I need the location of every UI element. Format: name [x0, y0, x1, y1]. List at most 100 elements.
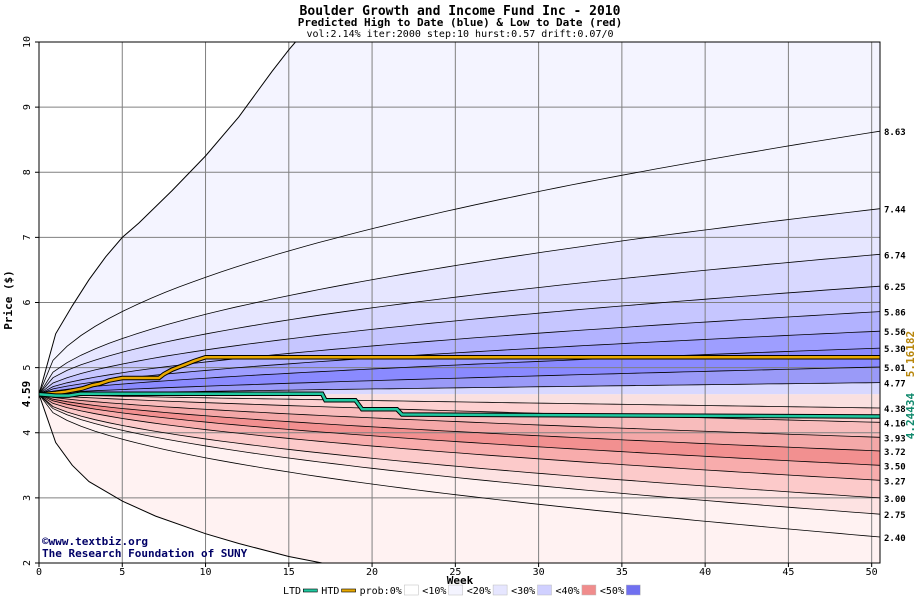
- legend-label-7: <50%: [600, 586, 624, 597]
- legend-label-5: <30%: [511, 586, 535, 597]
- upper-end-label: 7.44: [884, 206, 906, 216]
- legend-swatch-7: [626, 584, 641, 596]
- legend-label-2: prob:0%: [360, 586, 402, 597]
- lower-end-label: 4.38: [884, 405, 906, 415]
- lower-band-line-4: [38, 393, 881, 466]
- lower-band-line-8: [38, 394, 881, 538]
- upper-end-label: 4.77: [884, 380, 906, 390]
- x-tick-label: 45: [782, 567, 794, 578]
- x-tick-label: 5: [119, 567, 125, 578]
- series-lines: [38, 354, 881, 419]
- upper-band-8: [39, 382, 880, 395]
- legend-swatch-3: [448, 584, 463, 596]
- legend-label-1: HTD: [321, 586, 339, 597]
- x-axis-label: Week: [447, 574, 474, 587]
- lower-end-label: 2.75: [884, 511, 906, 521]
- y-tick-label: 5: [22, 365, 33, 371]
- upper-band-line-6: [38, 347, 881, 395]
- upper-end-label: 5.30: [884, 345, 906, 355]
- legend-label-3: <10%: [422, 586, 446, 597]
- x-tick-label: 10: [200, 567, 212, 578]
- y-axis-label: Price ($): [2, 270, 15, 330]
- lower-band-7: [39, 394, 880, 515]
- lower-band-3: [39, 394, 880, 451]
- end-labels: 8.63 7.44 6.74 6.25 5.86 5.56 5.30 5.01 4.77 4.38…: [884, 128, 906, 544]
- lower-band-line-6: [38, 393, 881, 499]
- y-tick-label: 6: [22, 299, 33, 305]
- lower-band-line-7: [38, 394, 881, 515]
- lower-band-5: [39, 394, 880, 481]
- y-tick-label: 3: [22, 495, 33, 501]
- probability-bands: [39, 42, 880, 563]
- legend: LTD HTD prob:0% <10% <20% <30% <40% <50%: [283, 584, 641, 597]
- y-tick-label: 7: [22, 234, 33, 240]
- lower-band-line-3: [38, 393, 881, 452]
- y-tick-label: 8: [22, 169, 33, 175]
- upper-end-label: 5.01: [884, 364, 906, 374]
- legend-label-4: <20%: [467, 586, 491, 597]
- htd-end-label: 5.16182: [904, 331, 917, 377]
- upper-band-3: [39, 286, 880, 395]
- legend-label-6: <40%: [556, 586, 580, 597]
- legend-label-0: LTD: [283, 586, 301, 597]
- x-tick-label: 0: [36, 567, 42, 578]
- upper-end-label: 6.25: [884, 283, 906, 293]
- upper-band-4: [39, 311, 880, 395]
- lower-band-6: [39, 394, 880, 498]
- lower-band-line-1: [38, 393, 881, 423]
- outer-lower-line: [38, 394, 323, 564]
- lower-end-label: 2.40: [884, 534, 906, 544]
- legend-line-swatch-1: [341, 588, 356, 593]
- ltd-end-label: 4.24434: [904, 392, 917, 439]
- upper-end-label: 8.63: [884, 128, 906, 138]
- chart-params: vol:2.14% iter:2000 step:10 hurst:0.57 d…: [306, 29, 613, 40]
- upper-band-line-2: [38, 253, 881, 395]
- upper-band-line-7: [38, 366, 881, 395]
- upper-end-label: 6.74: [884, 251, 906, 261]
- upper-band-1: [39, 208, 880, 395]
- lower-band-0: [39, 394, 880, 408]
- upper-band-line-3: [38, 285, 881, 395]
- lower-end-label: 3.50: [884, 462, 906, 472]
- upper-band-0: [39, 131, 880, 395]
- ltd-line: [38, 392, 881, 418]
- upper-end-label: 5.56: [884, 328, 906, 338]
- legend-swatch-2: [404, 584, 419, 596]
- upper-band-line-0: [38, 130, 881, 395]
- legend-line-swatch-0: [302, 588, 318, 593]
- lower-band-4: [39, 394, 880, 466]
- x-tick-label: 15: [283, 567, 295, 578]
- upper-band-line-5: [38, 330, 881, 395]
- upper-band-5: [39, 331, 880, 395]
- credit-line-2: The Research Foundation of SUNY: [42, 547, 248, 560]
- lower-end-label: 3.00: [884, 495, 906, 505]
- upper-band-line-1: [38, 208, 881, 395]
- htd-line: [38, 355, 880, 396]
- upper-band-7: [39, 367, 880, 395]
- lower-band-line-5: [38, 393, 881, 481]
- x-tick-label: 30: [533, 567, 545, 578]
- lower-end-label: 4.16: [884, 419, 906, 429]
- lower-band-8: [39, 394, 880, 537]
- legend-swatch-6: [581, 584, 597, 596]
- y-tick-label: 9: [22, 104, 33, 110]
- lower-end-label: 3.72: [884, 448, 906, 458]
- credit-line-1: ©www.textbiz.org: [42, 535, 148, 548]
- legend-swatch-5: [537, 584, 552, 596]
- y-tick-label: 10: [22, 36, 33, 48]
- x-tick-label: 25: [449, 567, 461, 578]
- x-tick-label: 50: [866, 567, 878, 578]
- y-tick-label: 2: [22, 560, 33, 566]
- lower-end-label: 3.93: [884, 434, 906, 444]
- band-boundary-lines: [38, 41, 881, 564]
- upper-band-6: [39, 348, 880, 395]
- upper-band-2: [39, 254, 880, 395]
- chart-subtitle: Predicted High to Date (blue) & Low to D…: [298, 16, 623, 29]
- legend-swatch-4: [492, 584, 508, 596]
- y-tick-label: 4: [22, 430, 33, 436]
- x-tick-label: 40: [699, 567, 711, 578]
- lower-end-label: 3.27: [884, 477, 906, 487]
- chart-title: Boulder Growth and Income Fund Inc - 201…: [300, 4, 621, 19]
